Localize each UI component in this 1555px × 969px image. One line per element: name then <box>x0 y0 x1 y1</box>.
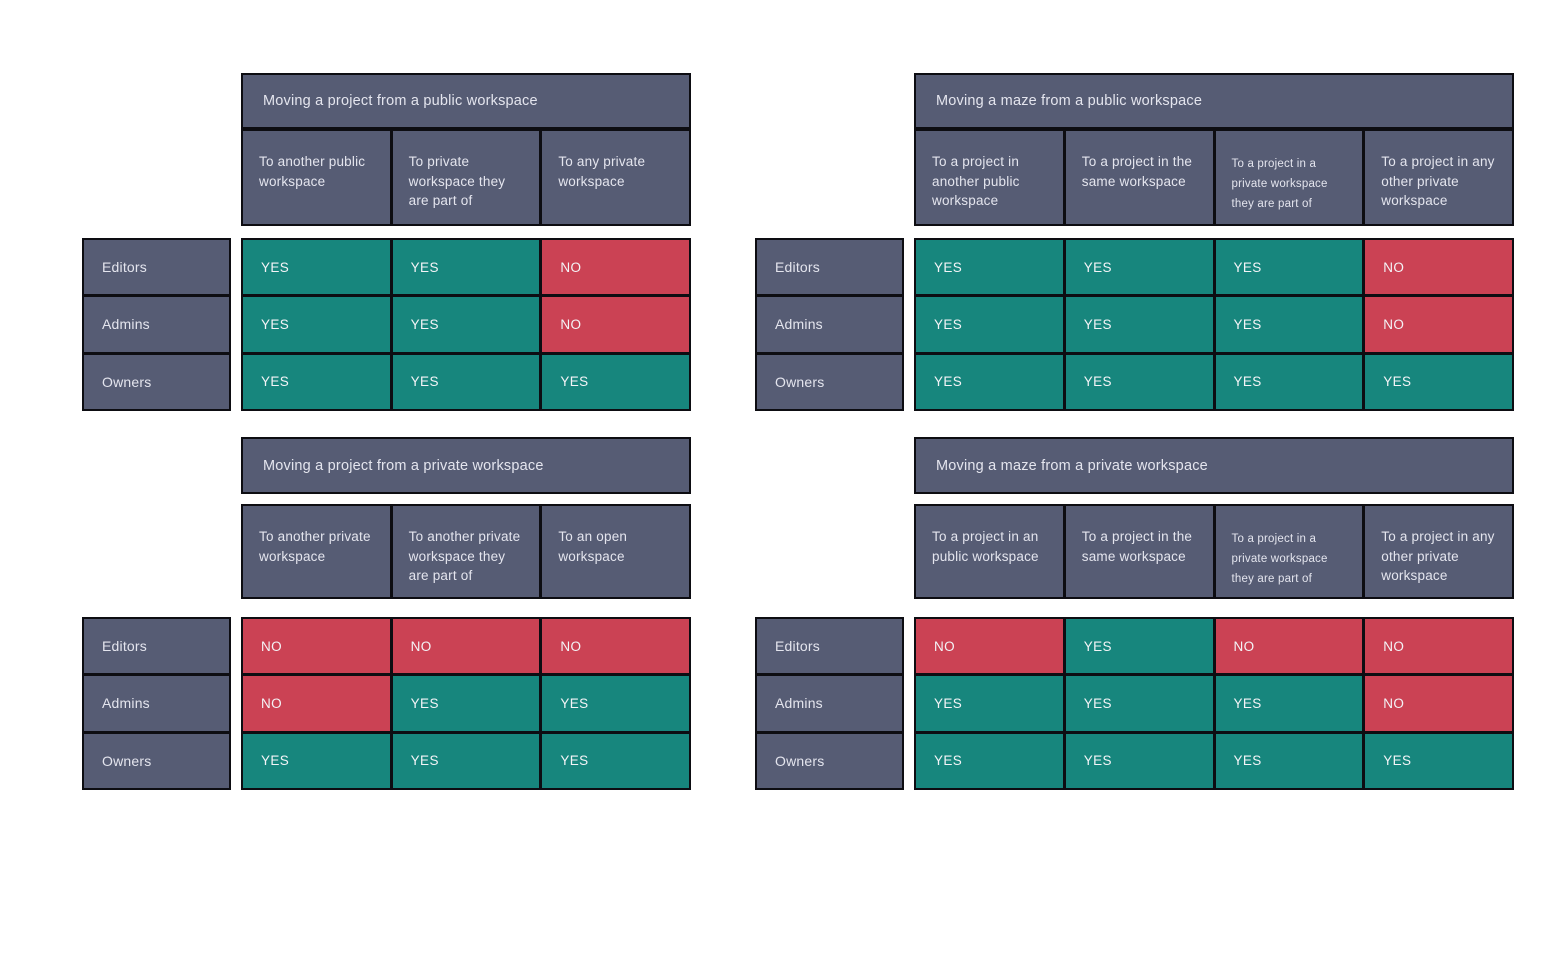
column-header: To a project in a private workspace they… <box>1215 131 1363 224</box>
cell-yes: YES <box>392 676 540 731</box>
table-title: Moving a project from a private workspac… <box>243 439 689 492</box>
cell-no: NO <box>1365 619 1512 674</box>
cell-yes: YES <box>1065 676 1213 731</box>
column-header: To a project in any other private worksp… <box>1365 131 1512 224</box>
data-grid: YES YES NO YES YES NO YES YES YES <box>241 238 691 411</box>
cell-yes: YES <box>542 354 689 409</box>
column-headers: To another public workspace To private wo… <box>241 129 691 226</box>
cell-yes: YES <box>392 733 540 788</box>
column-headers: To another private workspace To another p… <box>241 504 691 599</box>
row-label: Owners <box>84 354 229 409</box>
column-header: To a project in any other private worksp… <box>1365 506 1512 597</box>
cell-no: NO <box>542 297 689 352</box>
column-header: To private workspace they are part of <box>392 131 540 224</box>
row-labels: Editors Admins Owners <box>755 617 904 790</box>
cell-yes: YES <box>1365 354 1512 409</box>
column-headers: To a project in an public workspace To a … <box>914 504 1514 599</box>
row-label: Editors <box>757 619 902 674</box>
row-label: Admins <box>757 676 902 731</box>
cell-yes: YES <box>1065 354 1213 409</box>
table-moving-maze-from-public-workspace: Moving a maze from a public workspace To… <box>755 73 1514 413</box>
row-label: Owners <box>757 354 902 409</box>
cell-yes: YES <box>916 354 1063 409</box>
column-header: To an open workspace <box>542 506 689 597</box>
row-label: Editors <box>84 240 229 295</box>
table-title-block: Moving a project from a private workspac… <box>241 437 691 494</box>
cell-no: NO <box>1365 297 1512 352</box>
column-header: To another private workspace they are pa… <box>392 506 540 597</box>
cell-yes: YES <box>392 354 540 409</box>
row-label: Admins <box>84 676 229 731</box>
row-labels: Editors Admins Owners <box>82 238 231 411</box>
data-grid: NO NO NO NO YES YES YES YES YES <box>241 617 691 790</box>
cell-yes: YES <box>392 297 540 352</box>
cell-no: NO <box>392 619 540 674</box>
row-labels: Editors Admins Owners <box>82 617 231 790</box>
cell-yes: YES <box>916 297 1063 352</box>
row-label: Admins <box>84 297 229 352</box>
column-header: To a project in a private workspace they… <box>1215 506 1363 597</box>
data-grid: NO YES NO NO YES YES YES NO YES YES YES YES <box>914 617 1514 790</box>
table-title: Moving a project from a public workspace <box>243 75 689 127</box>
cell-yes: YES <box>1215 297 1363 352</box>
cell-yes: YES <box>1065 240 1213 295</box>
table-title-block: Moving a project from a public workspace <box>241 73 691 129</box>
row-label: Admins <box>757 297 902 352</box>
row-label: Editors <box>84 619 229 674</box>
column-header: To another public workspace <box>243 131 390 224</box>
cell-no: NO <box>243 619 390 674</box>
row-label: Owners <box>84 733 229 788</box>
cell-yes: YES <box>916 240 1063 295</box>
data-grid: YES YES YES NO YES YES YES NO YES YES YES YES <box>914 238 1514 411</box>
cell-no: NO <box>243 676 390 731</box>
column-header: To a project in another public workspace <box>916 131 1063 224</box>
cell-yes: YES <box>1065 733 1213 788</box>
cell-no: NO <box>1215 619 1363 674</box>
cell-yes: YES <box>1215 676 1363 731</box>
column-headers: To a project in another public workspace… <box>914 129 1514 226</box>
table-moving-maze-from-private-workspace: Moving a maze from a private workspace T… <box>755 437 1514 793</box>
table-title: Moving a maze from a public workspace <box>916 75 1512 127</box>
cell-no: NO <box>916 619 1063 674</box>
column-header: To any private workspace <box>542 131 689 224</box>
cell-yes: YES <box>243 354 390 409</box>
cell-yes: YES <box>392 240 540 295</box>
column-header: To a project in the same workspace <box>1065 506 1213 597</box>
row-label: Owners <box>757 733 902 788</box>
cell-yes: YES <box>916 676 1063 731</box>
table-title-block: Moving a maze from a public workspace <box>914 73 1514 129</box>
cell-yes: YES <box>1215 733 1363 788</box>
cell-yes: YES <box>916 733 1063 788</box>
table-moving-project-from-private-workspace: Moving a project from a private workspac… <box>82 437 691 793</box>
table-moving-project-from-public-workspace: Moving a project from a public workspace… <box>82 73 691 413</box>
row-labels: Editors Admins Owners <box>755 238 904 411</box>
cell-yes: YES <box>243 297 390 352</box>
cell-yes: YES <box>243 733 390 788</box>
cell-yes: YES <box>1215 354 1363 409</box>
cell-no: NO <box>1365 240 1512 295</box>
table-title-block: Moving a maze from a private workspace <box>914 437 1514 494</box>
row-label: Editors <box>757 240 902 295</box>
cell-yes: YES <box>1365 733 1512 788</box>
column-header: To a project in the same workspace <box>1065 131 1213 224</box>
cell-no: NO <box>542 240 689 295</box>
cell-no: NO <box>542 619 689 674</box>
cell-yes: YES <box>243 240 390 295</box>
cell-no: NO <box>1365 676 1512 731</box>
cell-yes: YES <box>542 676 689 731</box>
column-header: To a project in an public workspace <box>916 506 1063 597</box>
cell-yes: YES <box>1215 240 1363 295</box>
cell-yes: YES <box>1065 619 1213 674</box>
table-title: Moving a maze from a private workspace <box>916 439 1512 492</box>
column-header: To another private workspace <box>243 506 390 597</box>
cell-yes: YES <box>542 733 689 788</box>
cell-yes: YES <box>1065 297 1213 352</box>
